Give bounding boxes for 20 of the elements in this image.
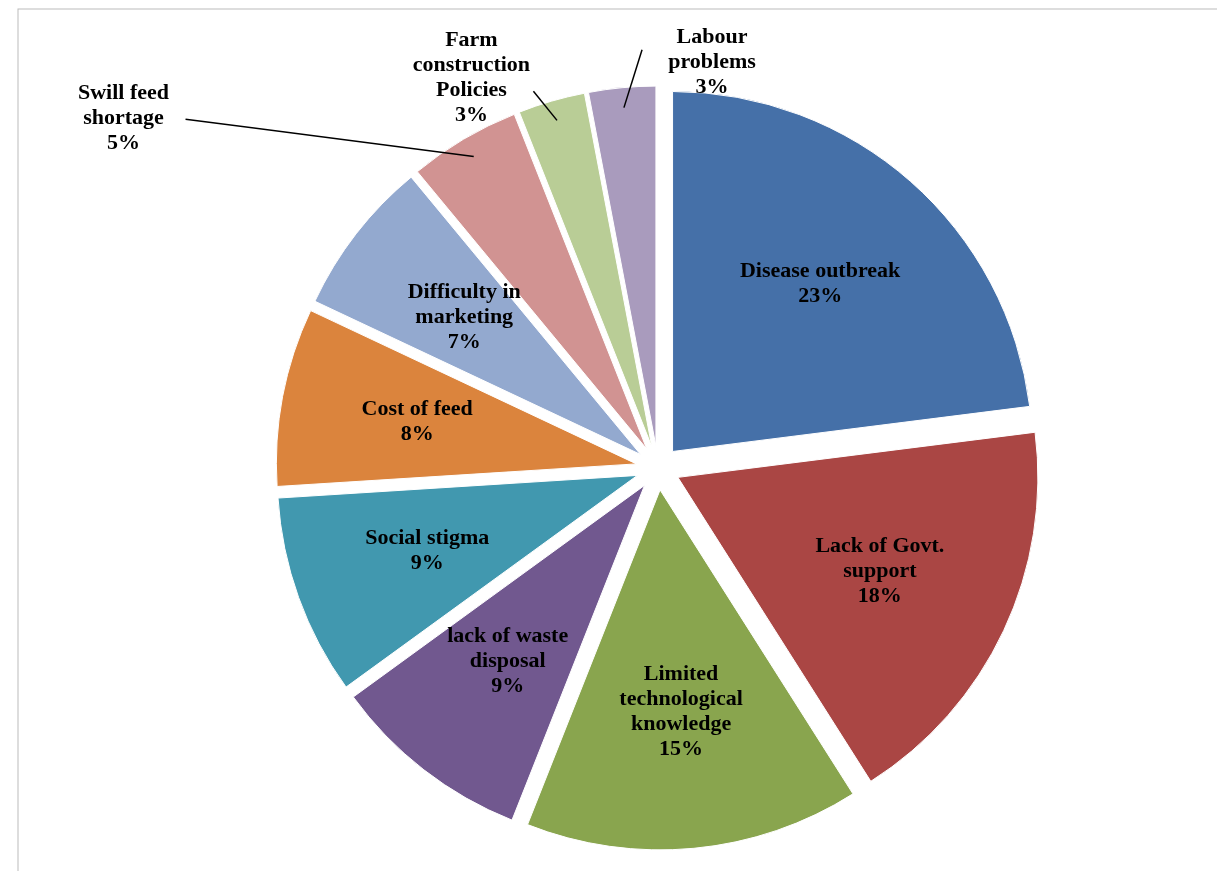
data-label: 7% xyxy=(447,327,481,353)
data-label: 23% xyxy=(798,281,843,307)
data-label: 3% xyxy=(454,101,488,127)
data-label: 9% xyxy=(491,671,525,697)
data-label: 3% xyxy=(695,72,729,98)
slice-label: Social stigma xyxy=(365,523,490,549)
slice-label: lack of waste disposal xyxy=(447,621,569,672)
slice-label: Limited technological knowledge xyxy=(619,659,743,735)
slice-label: Difficulty in marketing xyxy=(407,277,521,328)
slice-label: Disease outbreak xyxy=(739,256,902,282)
data-label: 8% xyxy=(400,419,434,445)
data-label: 18% xyxy=(857,582,902,608)
slice-label: Swill feed shortage xyxy=(78,79,170,130)
slice-label: Lack of Govt. support xyxy=(815,532,945,583)
data-label: 15% xyxy=(659,734,704,760)
slice-label: Labour problems xyxy=(668,22,757,73)
data-label: 9% xyxy=(410,548,444,574)
slice-label: Cost of feed xyxy=(361,394,473,420)
data-label: 5% xyxy=(107,129,141,155)
slice-label: Farm construction Policies xyxy=(412,26,531,102)
